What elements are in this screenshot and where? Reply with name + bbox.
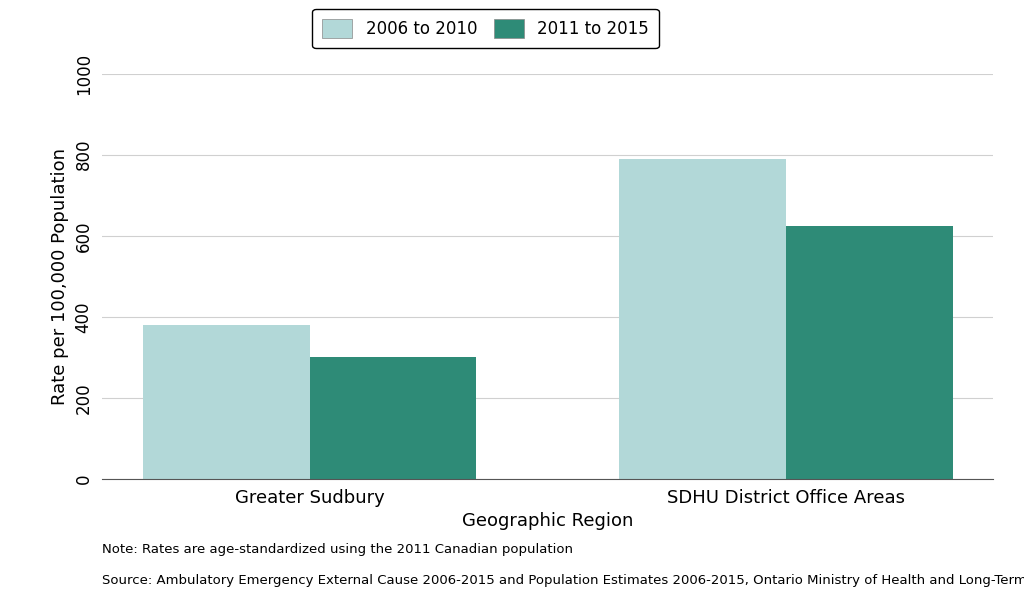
X-axis label: Geographic Region: Geographic Region: [462, 512, 634, 530]
Text: Source: Ambulatory Emergency External Cause 2006-2015 and Population Estimates 2: Source: Ambulatory Emergency External Ca…: [102, 574, 1024, 587]
Bar: [143, 325, 309, 479]
Text: Note: Rates are age-standardized using the 2011 Canadian population: Note: Rates are age-standardized using t…: [102, 543, 573, 556]
Bar: [620, 159, 786, 479]
Legend: 2006 to 2010, 2011 to 2015: 2006 to 2010, 2011 to 2015: [312, 9, 658, 49]
Bar: [786, 225, 952, 479]
Y-axis label: Rate per 100,000 Population: Rate per 100,000 Population: [51, 148, 70, 405]
Bar: [309, 357, 476, 479]
